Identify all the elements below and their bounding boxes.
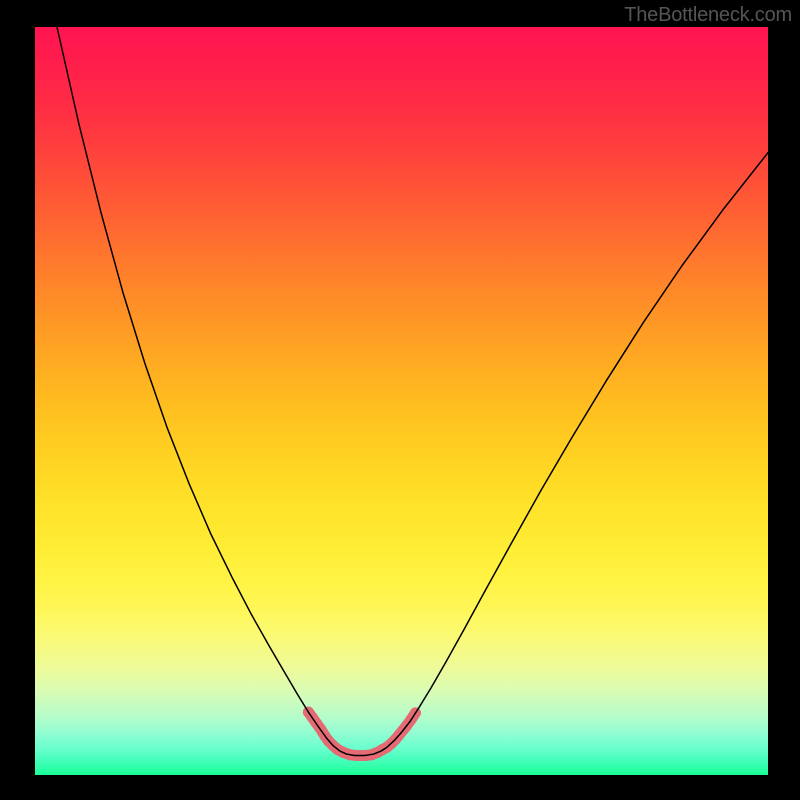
watermark-text: TheBottleneck.com — [624, 4, 792, 27]
bottleneck-chart — [0, 0, 800, 800]
gradient-background — [35, 27, 768, 775]
